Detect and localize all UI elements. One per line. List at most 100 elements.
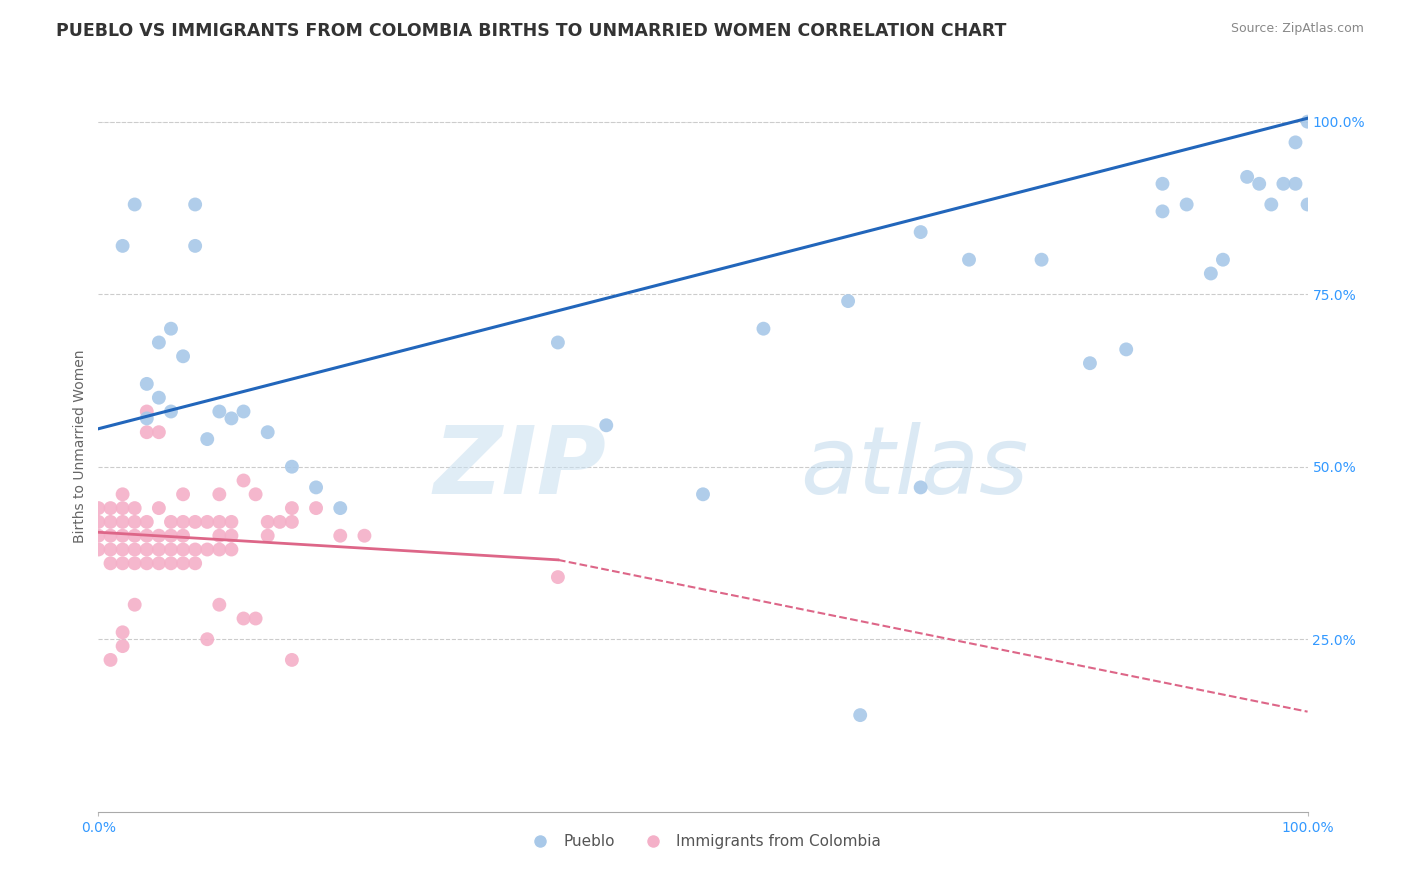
Point	[1078, 356, 1101, 370]
Point	[195, 632, 218, 647]
Point	[111, 625, 134, 640]
Point	[208, 542, 231, 557]
Point	[1115, 343, 1137, 357]
Point	[148, 391, 170, 405]
Point	[208, 404, 231, 418]
Point	[1284, 136, 1306, 150]
Point	[837, 294, 859, 309]
Point	[160, 529, 183, 543]
Point	[256, 529, 278, 543]
Point	[221, 542, 243, 557]
Point	[184, 557, 207, 571]
Point	[195, 542, 218, 557]
Point	[148, 542, 170, 557]
Point	[160, 542, 183, 557]
Text: ZIP: ZIP	[433, 422, 606, 514]
Point	[135, 376, 157, 391]
Point	[329, 529, 352, 543]
Point	[1152, 177, 1174, 191]
Point	[172, 487, 194, 501]
Point	[281, 515, 304, 529]
Point	[305, 501, 328, 516]
Point	[195, 432, 218, 446]
Point	[1260, 197, 1282, 211]
Point	[208, 487, 231, 501]
Point	[184, 239, 207, 253]
Point	[232, 404, 254, 418]
Point	[87, 501, 110, 516]
Point	[148, 501, 170, 516]
Text: Source: ZipAtlas.com: Source: ZipAtlas.com	[1230, 22, 1364, 36]
Point	[1212, 252, 1234, 267]
Point	[329, 501, 352, 516]
Point	[957, 252, 980, 267]
Point	[87, 515, 110, 529]
Point	[135, 557, 157, 571]
Point	[160, 321, 183, 335]
Point	[281, 653, 304, 667]
Point	[245, 611, 267, 625]
Point	[256, 515, 278, 529]
Point	[160, 515, 183, 529]
Point	[135, 529, 157, 543]
Point	[87, 542, 110, 557]
Point	[172, 557, 194, 571]
Point	[100, 529, 122, 543]
Point	[232, 611, 254, 625]
Point	[184, 197, 207, 211]
Point	[135, 404, 157, 418]
Point	[281, 459, 304, 474]
Point	[1152, 204, 1174, 219]
Point	[232, 474, 254, 488]
Text: PUEBLO VS IMMIGRANTS FROM COLOMBIA BIRTHS TO UNMARRIED WOMEN CORRELATION CHART: PUEBLO VS IMMIGRANTS FROM COLOMBIA BIRTH…	[56, 22, 1007, 40]
Point	[208, 529, 231, 543]
Point	[172, 542, 194, 557]
Point	[100, 542, 122, 557]
Point	[100, 653, 122, 667]
Point	[184, 542, 207, 557]
Point	[910, 480, 932, 494]
Point	[111, 515, 134, 529]
Point	[1284, 177, 1306, 191]
Point	[849, 708, 872, 723]
Point	[124, 598, 146, 612]
Point	[124, 529, 146, 543]
Point	[221, 515, 243, 529]
Point	[1296, 197, 1319, 211]
Point	[111, 501, 134, 516]
Point	[111, 487, 134, 501]
Point	[184, 515, 207, 529]
Point	[1296, 114, 1319, 128]
Point	[111, 639, 134, 653]
Text: atlas: atlas	[800, 423, 1028, 514]
Point	[547, 570, 569, 584]
Point	[547, 335, 569, 350]
Point	[124, 557, 146, 571]
Point	[1175, 197, 1198, 211]
Legend: Pueblo, Immigrants from Colombia: Pueblo, Immigrants from Colombia	[519, 828, 887, 855]
Point	[281, 501, 304, 516]
Point	[111, 529, 134, 543]
Point	[87, 529, 110, 543]
Point	[208, 598, 231, 612]
Point	[910, 225, 932, 239]
Point	[100, 557, 122, 571]
Point	[172, 515, 194, 529]
Point	[124, 515, 146, 529]
Point	[148, 529, 170, 543]
Point	[269, 515, 291, 529]
Point	[305, 480, 328, 494]
Point	[245, 487, 267, 501]
Point	[124, 542, 146, 557]
Point	[172, 349, 194, 363]
Point	[195, 515, 218, 529]
Point	[135, 411, 157, 425]
Point	[124, 501, 146, 516]
Point	[160, 404, 183, 418]
Y-axis label: Births to Unmarried Women: Births to Unmarried Women	[73, 350, 87, 542]
Point	[148, 335, 170, 350]
Point	[692, 487, 714, 501]
Point	[353, 529, 375, 543]
Point	[1272, 177, 1295, 191]
Point	[100, 501, 122, 516]
